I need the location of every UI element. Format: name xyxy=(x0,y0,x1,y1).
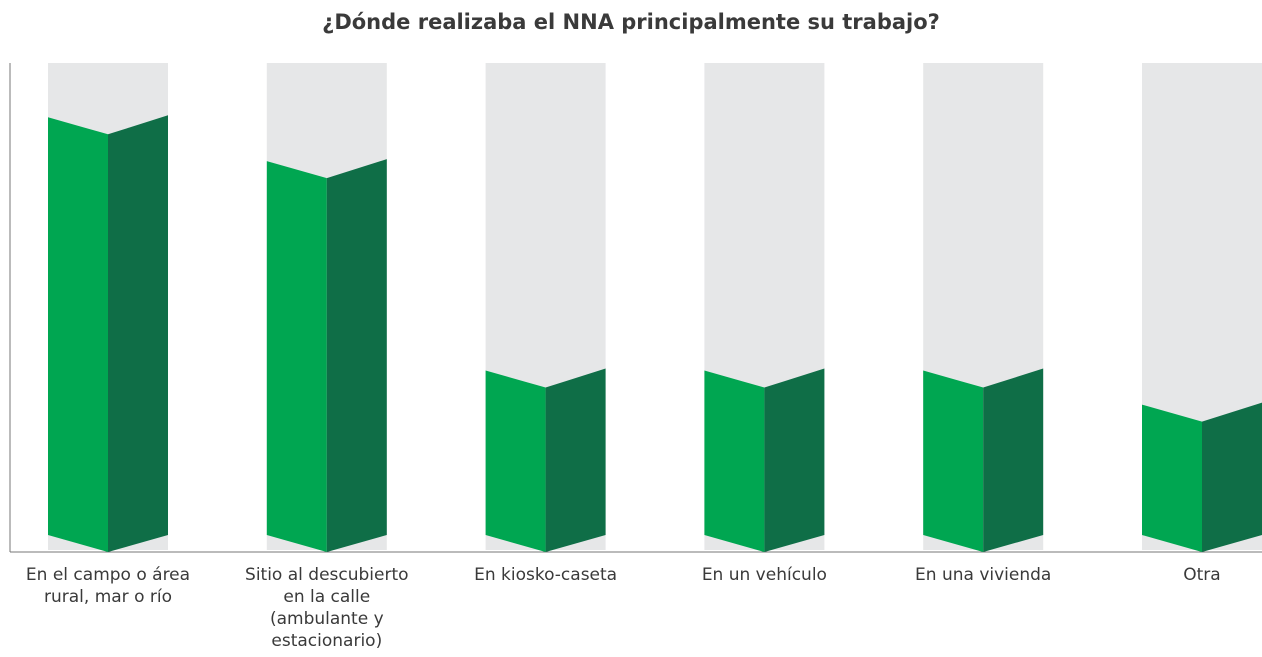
bar-side xyxy=(983,368,1044,552)
x-tick-label: Otra xyxy=(1183,565,1221,585)
x-tick-label: En kiosko-caseta xyxy=(474,565,618,585)
bar-side xyxy=(326,159,387,552)
bar-front xyxy=(923,370,984,552)
x-tick-label: En un vehículo xyxy=(701,565,827,585)
bar-side xyxy=(545,368,606,552)
bar-front xyxy=(704,370,765,552)
bar-front xyxy=(48,117,108,552)
bar-side xyxy=(1202,402,1262,552)
bar-front xyxy=(485,370,546,552)
bar-front xyxy=(1142,404,1202,552)
x-tick-label: En el campo o área rural, mar o río xyxy=(25,565,191,607)
x-tick-label: Sitio al descubierto en la calle (ambula… xyxy=(245,565,409,651)
chart-title: ¿Dónde realizaba el NNA principalmente s… xyxy=(322,10,940,34)
bar-front xyxy=(266,161,327,552)
bar-side xyxy=(764,368,825,552)
x-tick-label: En una vivienda xyxy=(915,565,1052,585)
bar-side xyxy=(108,115,168,552)
